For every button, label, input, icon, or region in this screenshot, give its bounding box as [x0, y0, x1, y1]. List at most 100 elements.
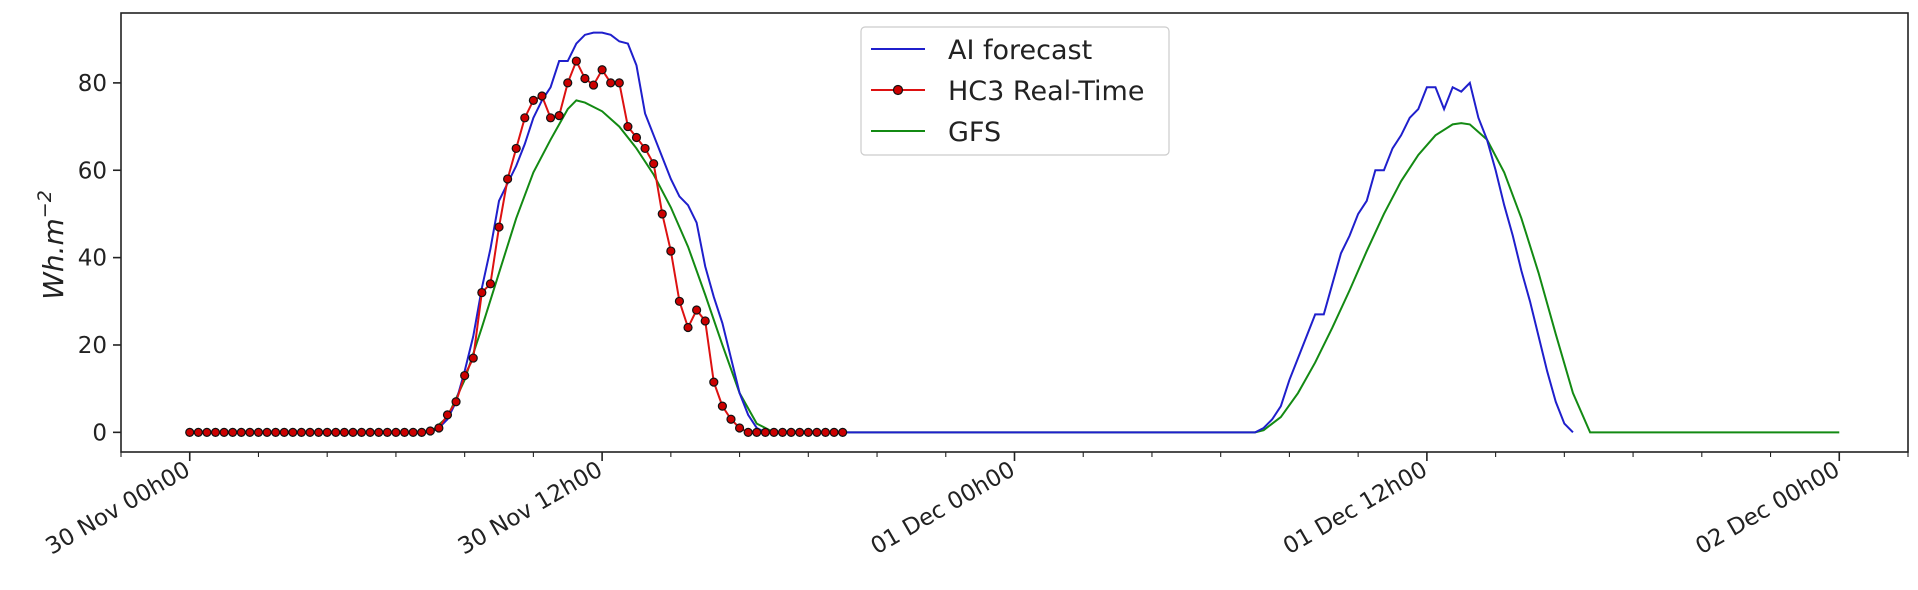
data-point [580, 73, 590, 84]
data-point [709, 377, 719, 387]
y-axis-label: Wh.m−2 [34, 190, 70, 300]
data-point [511, 143, 521, 154]
data-point [253, 427, 264, 437]
data-point [769, 427, 779, 437]
data-point [614, 78, 624, 88]
data-point [571, 56, 581, 66]
data-point [838, 427, 848, 437]
x-tick-label: 30 Nov 12h00 [454, 457, 607, 560]
data-point [528, 95, 538, 105]
data-point [829, 427, 839, 437]
series-line [429, 99, 843, 434]
legend-label: HC3 Real-Time [948, 76, 1144, 107]
data-point [786, 427, 796, 437]
data-point [597, 65, 607, 75]
data-point [236, 427, 246, 437]
data-point [202, 427, 212, 437]
data-point [631, 132, 642, 143]
data-point [210, 427, 221, 437]
data-point [520, 113, 530, 123]
data-point [803, 427, 813, 437]
data-point [503, 174, 513, 184]
data-point [228, 427, 238, 437]
y-axis-label-superscript: −2 [34, 190, 56, 218]
data-point [760, 427, 770, 437]
data-point [322, 427, 332, 437]
data-point [382, 427, 392, 437]
data-point [460, 370, 470, 381]
data-point [623, 121, 633, 132]
data-point [219, 427, 229, 437]
data-point [666, 246, 676, 256]
legend: AI forecast HC3 Real-Time GFS [860, 26, 1170, 156]
data-point [468, 353, 478, 363]
data-point [425, 426, 435, 436]
data-point [417, 427, 427, 437]
x-tick-label: 02 Dec 00h00 [1691, 457, 1844, 560]
data-point [185, 427, 195, 437]
data-point [485, 279, 496, 289]
data-point [545, 113, 556, 123]
data-point [674, 296, 685, 306]
data-point [442, 410, 453, 420]
x-tick-label: 01 Dec 12h00 [1279, 457, 1432, 560]
series-hc3-real-time [185, 56, 848, 437]
data-point [649, 159, 659, 169]
data-point [717, 401, 727, 411]
data-point [726, 414, 736, 424]
series-line [429, 31, 1574, 434]
series-ai-forecast [429, 31, 1574, 434]
data-point [752, 427, 762, 437]
data-point [700, 316, 710, 326]
y-axis-label-text: Wh.m [37, 218, 70, 300]
data-point [271, 427, 281, 437]
y-tick-label: 20 [78, 333, 107, 359]
x-tick-label: 01 Dec 00h00 [867, 457, 1020, 560]
data-point [408, 427, 418, 437]
data-point [296, 427, 307, 437]
series-line [842, 122, 1840, 434]
data-point [245, 427, 255, 437]
y-axis: 0 20 40 60 80 [78, 71, 121, 446]
legend-marker [892, 84, 904, 96]
data-point [606, 78, 616, 88]
y-tick-label: 0 [92, 420, 107, 446]
data-point [477, 287, 487, 298]
data-point [288, 427, 298, 437]
data-point [777, 427, 788, 437]
data-point [640, 143, 650, 154]
x-tick-label: 30 Nov 00h00 [42, 457, 195, 560]
data-point [365, 427, 375, 437]
data-point [193, 427, 203, 437]
data-point [348, 427, 358, 437]
legend-label: AI forecast [948, 35, 1092, 66]
data-point [305, 427, 315, 437]
series-line [189, 58, 843, 434]
data-point [279, 427, 289, 437]
data-point [262, 427, 272, 437]
data-point [339, 427, 349, 437]
data-point [451, 397, 461, 407]
data-point [374, 427, 384, 437]
data-point [734, 423, 745, 433]
data-point [588, 80, 599, 90]
data-point [391, 427, 401, 437]
series-layer [185, 31, 1840, 437]
data-point [692, 305, 702, 315]
legend-label: GFS [948, 117, 1001, 148]
data-point [657, 209, 667, 219]
data-point [494, 222, 504, 232]
data-point [399, 427, 410, 437]
y-tick-label: 60 [78, 158, 107, 184]
data-point [314, 427, 324, 437]
data-point [554, 111, 564, 121]
data-point [434, 423, 444, 433]
data-point [820, 427, 831, 437]
data-point [812, 427, 822, 437]
legend-item: GFS [871, 117, 1001, 148]
x-axis: 30 Nov 00h00 30 Nov 12h00 01 Dec 00h00 01 D… [42, 452, 1909, 560]
data-point [563, 78, 573, 88]
data-point [795, 427, 805, 437]
legend-item: AI forecast [871, 35, 1092, 66]
